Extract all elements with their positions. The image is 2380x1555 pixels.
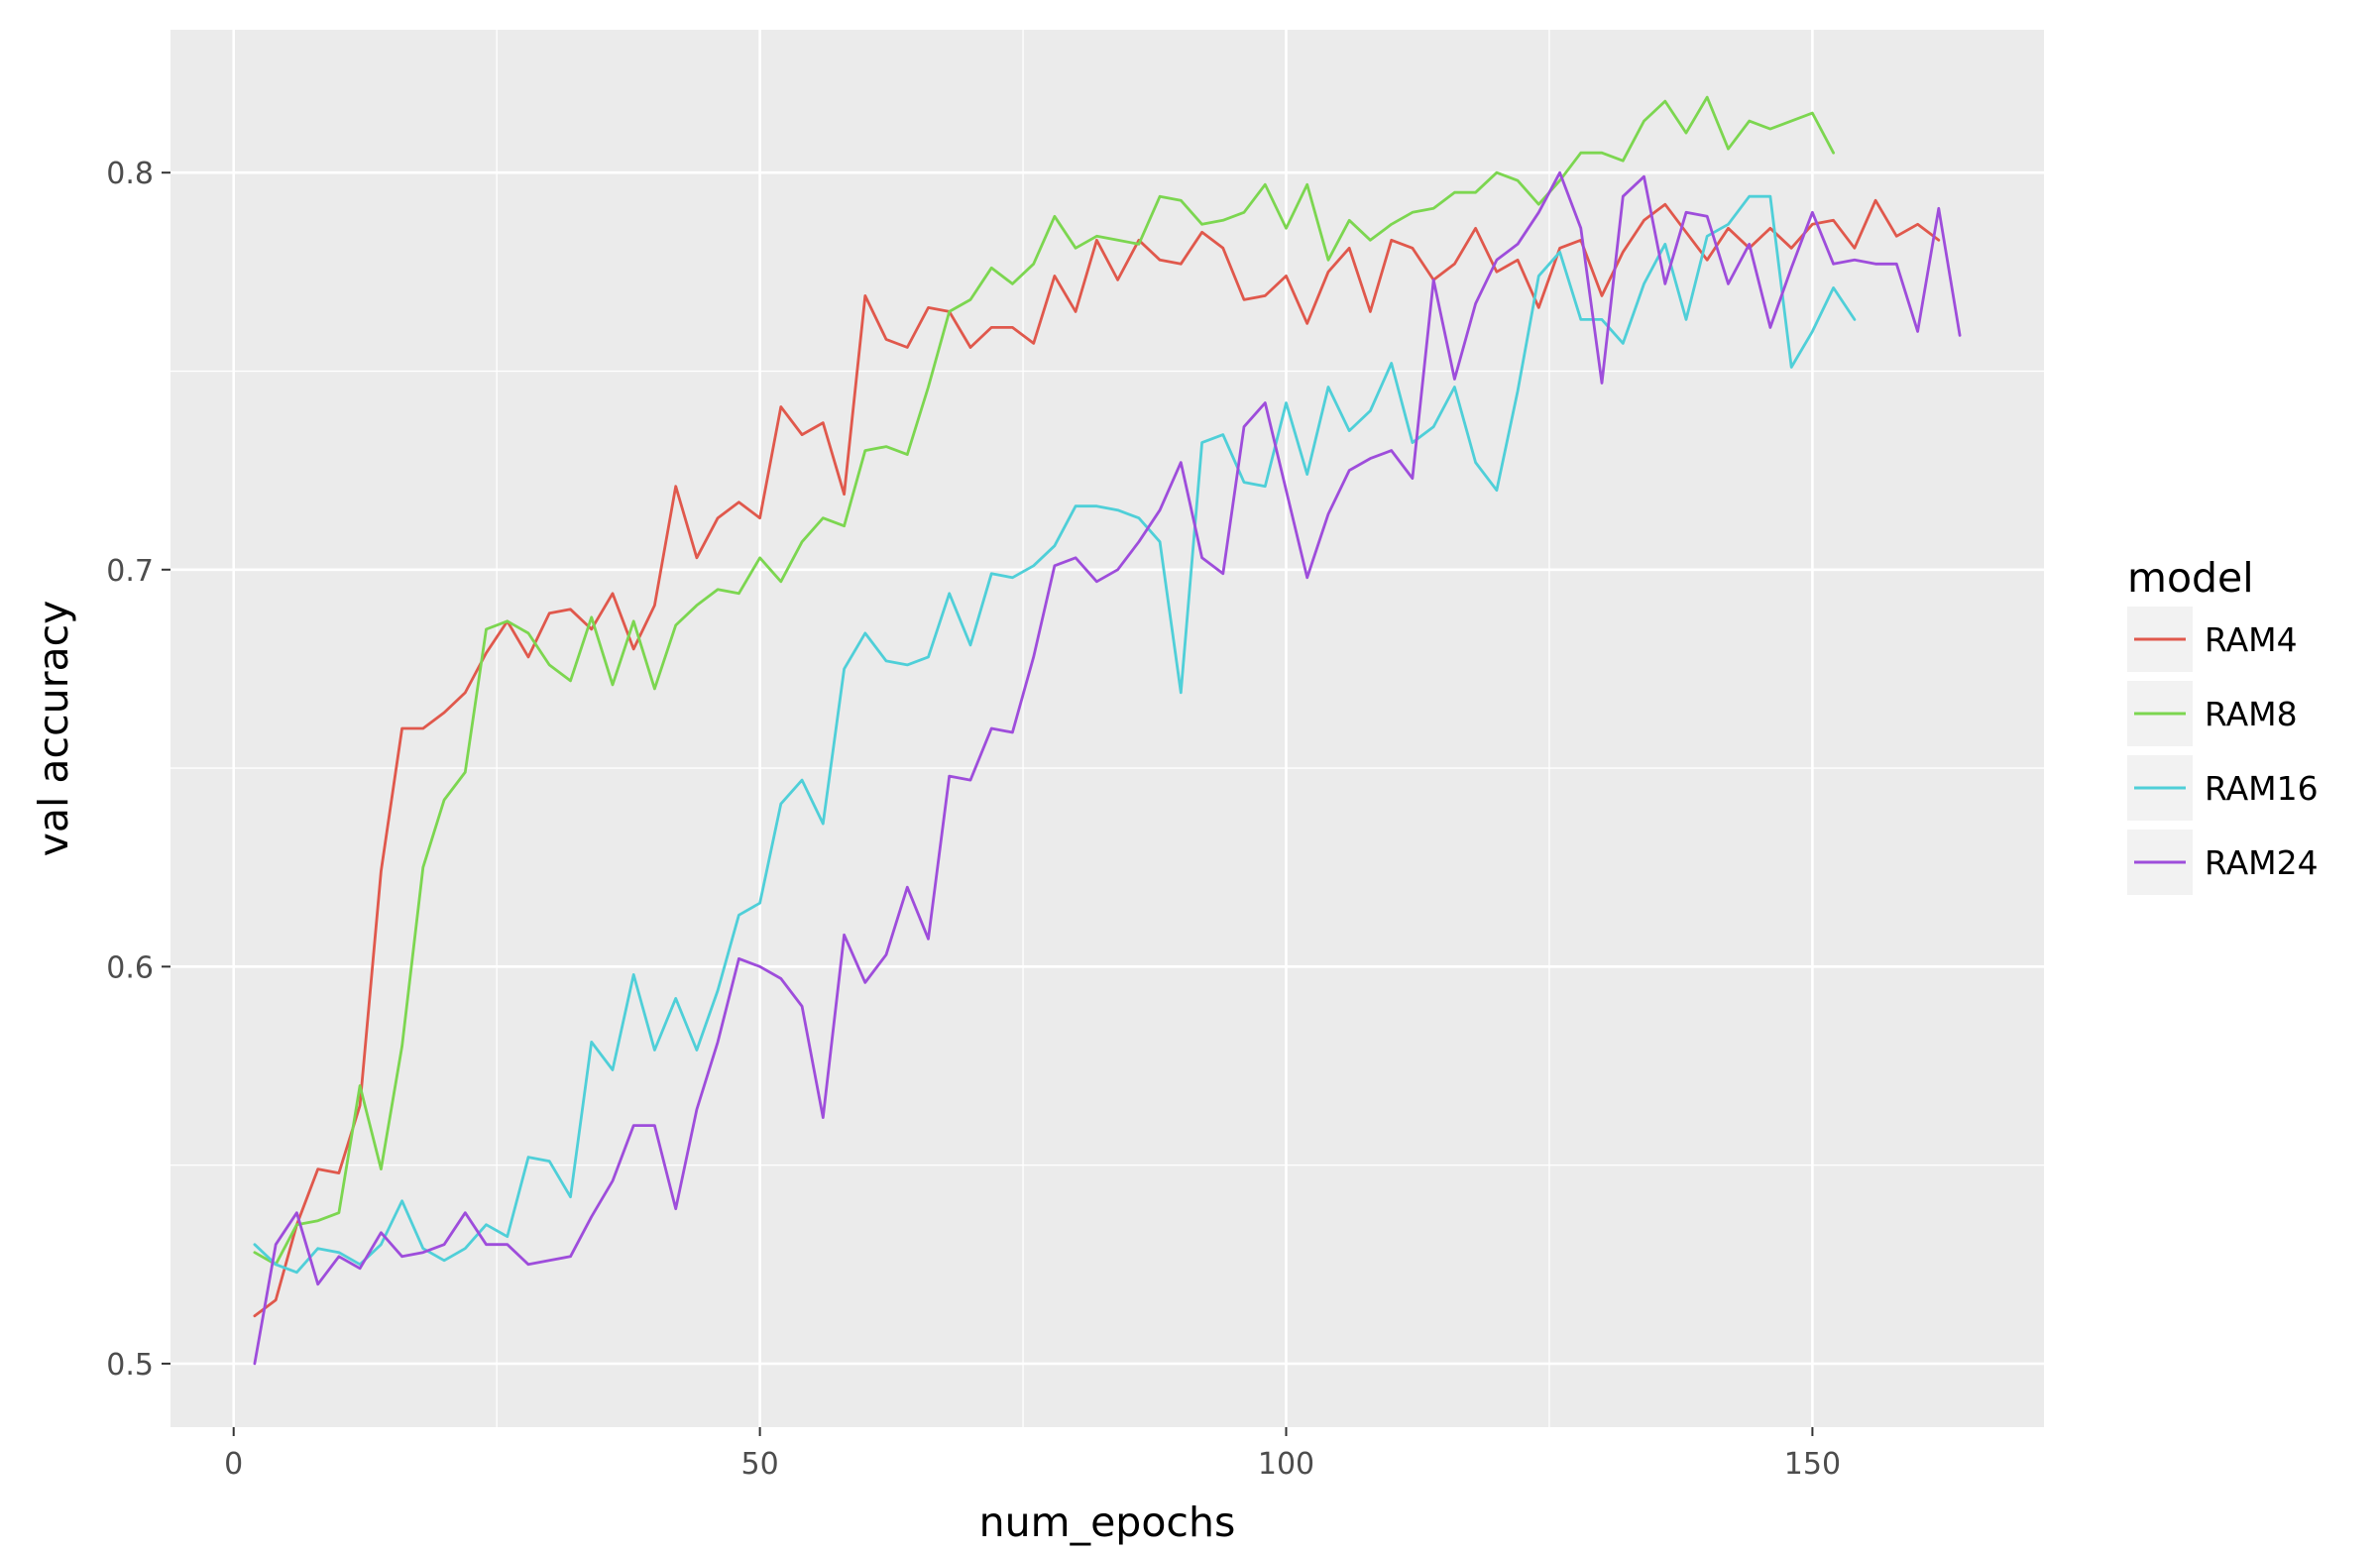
y-tick-label: 0.6 xyxy=(106,950,154,985)
legend-label: RAM16 xyxy=(2205,769,2319,808)
series-lines xyxy=(253,95,1962,1366)
x-tick-label: 50 xyxy=(741,1447,779,1482)
legend-item-ram8: RAM8 xyxy=(2127,681,2298,746)
series-line-ram16 xyxy=(253,194,1857,1275)
y-axis: 0.5 0.6 0.7 0.8 xyxy=(106,157,170,1383)
legend-label: RAM8 xyxy=(2205,695,2298,733)
x-tick-label: 150 xyxy=(1784,1447,1841,1482)
legend-label: RAM24 xyxy=(2205,843,2319,882)
x-tick-label: 100 xyxy=(1258,1447,1314,1482)
y-tick-label: 0.5 xyxy=(106,1348,154,1383)
legend-item-ram16: RAM16 xyxy=(2127,755,2319,821)
legend-items: RAM4 RAM8 RAM16 RAM24 xyxy=(2127,607,2319,895)
x-axis-title: num_epochs xyxy=(979,1499,1236,1546)
y-tick-label: 0.8 xyxy=(106,157,154,191)
series-line-ram8 xyxy=(253,95,1835,1267)
legend: model RAM4 RAM8 RAM16 RAM24 xyxy=(2127,554,2319,895)
legend-item-ram4: RAM4 xyxy=(2127,607,2298,672)
major-gridlines xyxy=(170,30,2044,1427)
y-axis-title: val accuracy xyxy=(30,601,77,857)
legend-label: RAM4 xyxy=(2205,620,2298,659)
series-line-ram24 xyxy=(253,170,1962,1366)
legend-item-ram24: RAM24 xyxy=(2127,830,2319,895)
x-axis: 0 50 100 150 xyxy=(224,1427,1841,1482)
x-tick-label: 0 xyxy=(224,1447,243,1482)
y-tick-label: 0.7 xyxy=(106,554,154,589)
legend-title: model xyxy=(2127,554,2254,602)
